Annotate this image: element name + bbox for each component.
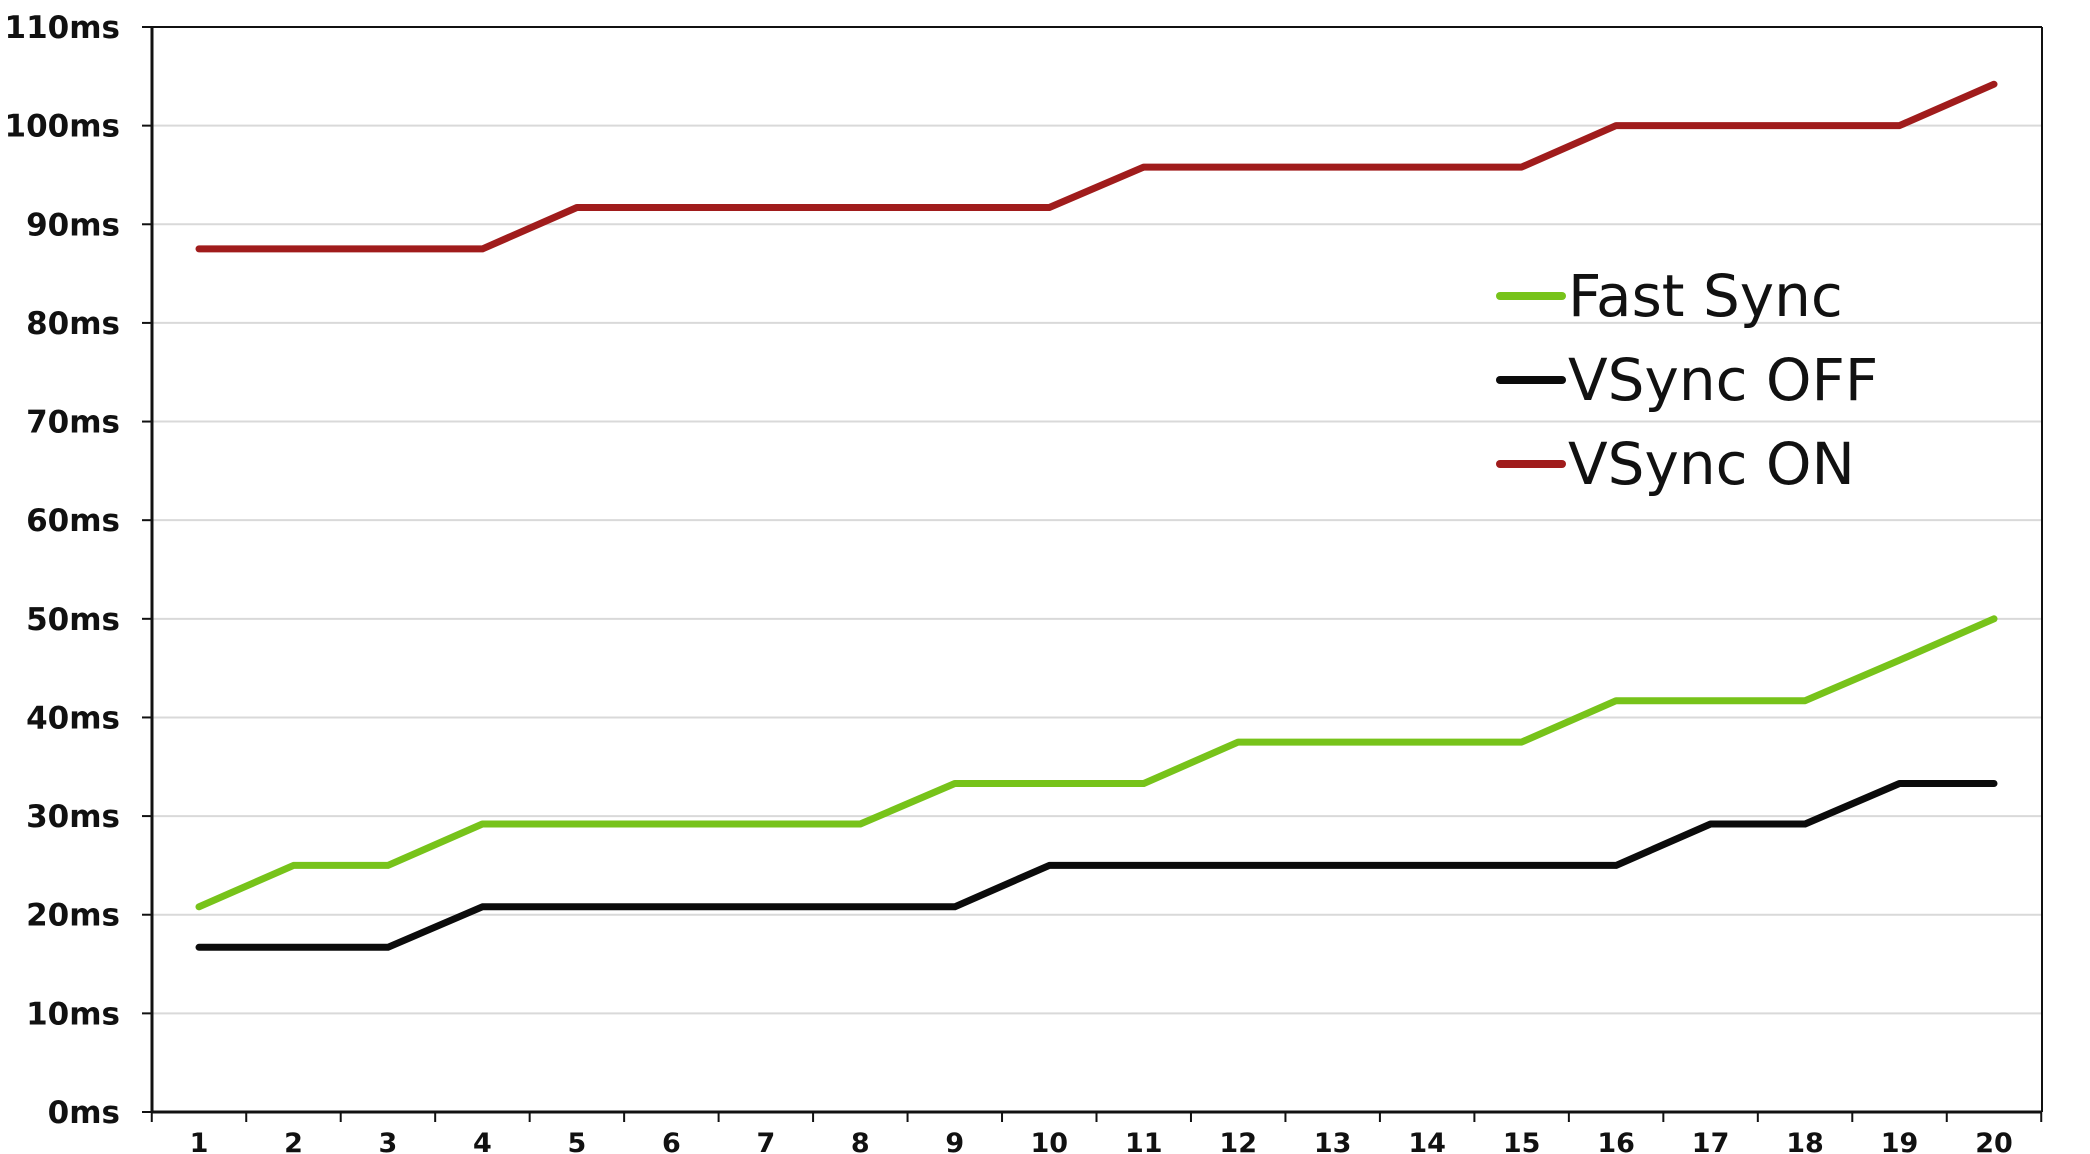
x-tick-label: 15 <box>1503 1128 1541 1154</box>
series-line-fast-sync <box>195 615 1998 911</box>
legend-label: VSync OFF <box>1568 346 1878 414</box>
y-tick-label: 0ms <box>48 1095 120 1131</box>
y-tick-label: 40ms <box>26 700 120 736</box>
y-tick-label: 50ms <box>26 602 120 638</box>
legend-item: Fast Sync <box>1496 262 1843 330</box>
legend: Fast Sync VSync OFF VSync ON <box>1496 262 1878 498</box>
y-tick-label: 20ms <box>26 898 120 934</box>
x-tick-label: 19 <box>1881 1128 1919 1154</box>
x-tick-label: 6 <box>662 1128 681 1154</box>
x-tick-label: 3 <box>379 1128 398 1154</box>
y-tick-label: 80ms <box>26 306 120 342</box>
x-tick-label: 11 <box>1125 1128 1163 1154</box>
y-tick-label: 10ms <box>26 996 120 1032</box>
y-tick-label: 60ms <box>26 503 120 539</box>
x-tick-label: 12 <box>1219 1128 1257 1154</box>
x-tick-label: 18 <box>1786 1128 1824 1154</box>
x-tick-label: 8 <box>851 1128 870 1154</box>
x-tick-label: 13 <box>1314 1128 1352 1154</box>
series-line-vsync-off <box>195 780 1998 951</box>
x-tick-label: 20 <box>1975 1128 2013 1154</box>
y-tick-label: 100ms <box>5 109 120 145</box>
x-tick-label: 5 <box>567 1128 586 1154</box>
x-tick-label: 10 <box>1030 1128 1068 1154</box>
x-tick-label: 16 <box>1597 1128 1635 1154</box>
x-tick-label: 4 <box>473 1128 492 1154</box>
y-tick-label: 70ms <box>26 405 120 441</box>
legend-label: VSync ON <box>1568 430 1855 498</box>
legend-item: VSync ON <box>1496 430 1855 498</box>
x-tick-label: 17 <box>1692 1128 1730 1154</box>
x-tick-label: 9 <box>945 1128 964 1154</box>
legend-item: VSync OFF <box>1496 346 1878 414</box>
x-tick-label: 14 <box>1408 1128 1446 1154</box>
y-tick-label: 30ms <box>26 799 120 835</box>
series-lines <box>195 80 1998 951</box>
series-line-vsync-on <box>195 80 1998 253</box>
y-tick-label: 110ms <box>5 10 120 46</box>
axes: 0ms 10ms 20ms 30ms 40ms 50ms 60ms 70ms 80ms 90ms 1… <box>5 10 2043 1154</box>
legend-label: Fast Sync <box>1568 262 1843 330</box>
x-tick-label: 2 <box>284 1128 303 1154</box>
x-tick-label: 7 <box>756 1128 775 1154</box>
y-tick-label: 90ms <box>26 207 120 243</box>
x-tick-label: 1 <box>190 1128 209 1154</box>
